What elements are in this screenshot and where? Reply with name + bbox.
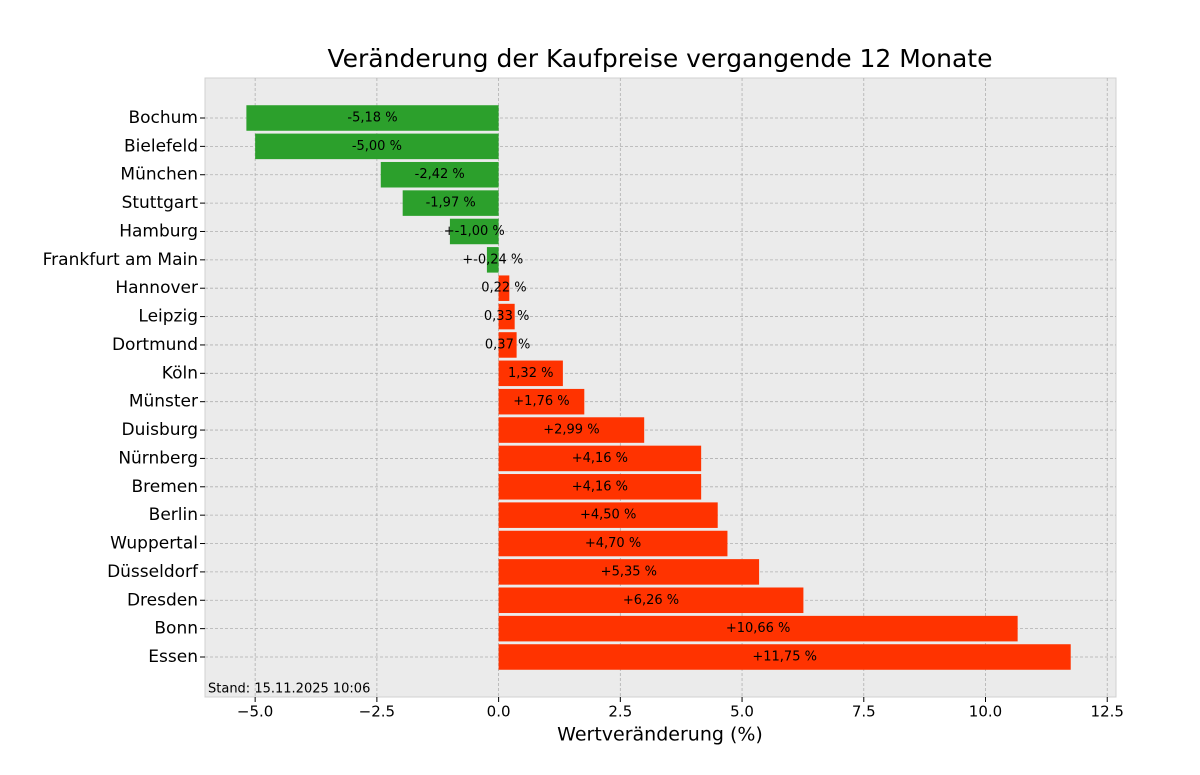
value-label: +4,16 %: [572, 479, 628, 494]
y-tick-label: München: [120, 165, 198, 185]
value-label: -5,18 %: [347, 111, 397, 126]
x-tick-label: −5.0: [237, 703, 273, 721]
bar: [498, 332, 517, 358]
bar-layer: -5,18 % -5,00 % -2,42 % -1,97 % +-1,00 % +-0,…: [246, 105, 1071, 670]
value-label: +5,35 %: [601, 564, 657, 579]
value-label: 1,32 %: [508, 366, 553, 381]
value-label: +-1,00 %: [444, 224, 505, 239]
bar: [498, 559, 760, 585]
value-label: -2,42 %: [415, 167, 465, 182]
y-tick-label: Leipzig: [138, 307, 198, 327]
annotation: Stand: 15.11.2025 10:06: [208, 682, 370, 697]
x-tick-label: 0.0: [487, 703, 511, 721]
y-tick-label: Dresden: [127, 590, 198, 610]
value-label: +4,16 %: [572, 451, 628, 466]
x-tick-label: 7.5: [852, 703, 876, 721]
y-tick-label: Bochum: [128, 108, 198, 128]
x-tick-label: −2.5: [359, 703, 395, 721]
x-tick-label: 2.5: [608, 703, 632, 721]
x-tick-label: 10.0: [969, 703, 1002, 721]
value-label: +10,66 %: [726, 621, 791, 636]
y-tick-label: Frankfurt am Main: [43, 250, 198, 270]
bar: [498, 445, 702, 472]
bar: [498, 615, 1018, 642]
y-tick-label: Berlin: [149, 505, 198, 525]
y-tick-label: Bielefeld: [124, 136, 198, 156]
bar: [402, 190, 499, 216]
bar: [498, 502, 718, 528]
x-tick-label: 5.0: [730, 703, 754, 721]
value-label: +1,76 %: [513, 394, 569, 409]
x-tick-label: 12.5: [1091, 703, 1124, 721]
bar: [498, 530, 728, 557]
value-label: +-0,24 %: [462, 252, 523, 267]
value-label: +11,75 %: [752, 650, 817, 665]
y-tick-label: Duisburg: [122, 420, 199, 440]
value-label: +6,26 %: [623, 593, 679, 608]
bar: [449, 218, 499, 245]
value-label: 0,37 %: [485, 337, 530, 352]
value-label: +4,70 %: [585, 536, 641, 551]
y-tick-label: Köln: [162, 363, 198, 383]
value-label: 0,33 %: [484, 309, 529, 324]
x-axis-label: Wertveränderung (%): [557, 724, 763, 746]
bar: [246, 105, 499, 131]
value-label: +2,99 %: [543, 423, 599, 438]
y-tick-label: Hamburg: [119, 221, 198, 241]
value-label: 0,22 %: [481, 281, 526, 296]
bar: [498, 303, 515, 330]
y-tick-label: Wuppertal: [110, 534, 198, 554]
bar: [498, 587, 804, 614]
bar: [498, 388, 585, 415]
y-tick-label: Stuttgart: [122, 193, 199, 213]
bar: [498, 275, 510, 301]
bar: [498, 474, 702, 500]
bar: [498, 417, 645, 443]
y-tick-label: Dortmund: [112, 335, 198, 355]
value-label: -1,97 %: [426, 196, 476, 211]
y-tick-label: Essen: [148, 647, 198, 667]
bar: [255, 133, 499, 160]
y-tick-label: Nürnberg: [118, 448, 198, 468]
bar: [498, 360, 563, 387]
value-label: +4,50 %: [580, 508, 636, 523]
chart-title: Veränderung der Kaufpreise vergangende 1…: [327, 44, 992, 73]
y-tick-label: Münster: [129, 392, 198, 412]
y-tick-label: Bonn: [154, 619, 198, 639]
y-tick-label: Bremen: [131, 477, 198, 497]
bar: [380, 161, 499, 188]
bar: [498, 644, 1071, 670]
value-label: -5,00 %: [352, 139, 402, 154]
y-tick-label: Hannover: [115, 278, 198, 298]
bar: [486, 247, 499, 273]
y-tick-label: Düsseldorf: [107, 562, 199, 582]
